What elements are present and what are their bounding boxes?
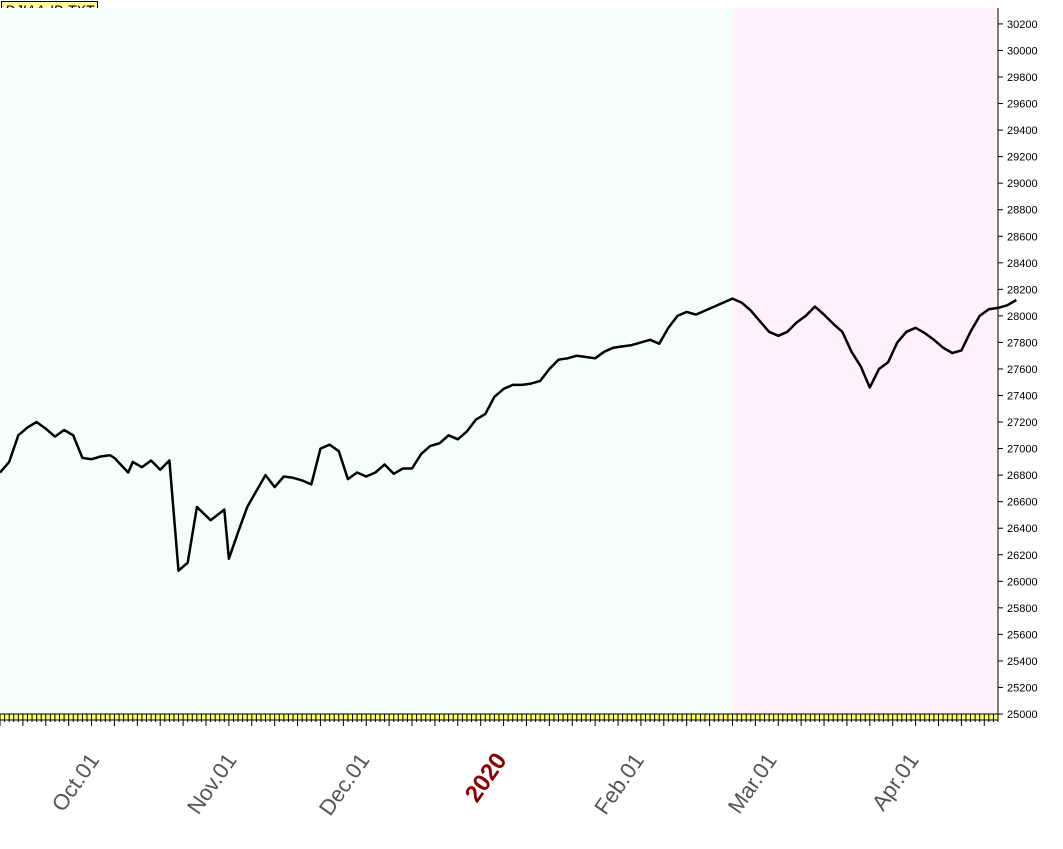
x-tick-label: 2020 — [460, 748, 513, 807]
y-tick-label: 25400 — [1007, 656, 1038, 668]
y-tick-label: 26200 — [1007, 550, 1038, 562]
y-tick-label: 29800 — [1007, 72, 1038, 84]
y-tick-label: 29000 — [1007, 178, 1038, 190]
y-tick-label: 26600 — [1007, 497, 1038, 509]
y-tick-label: 28800 — [1007, 205, 1038, 217]
y-tick-label: 27000 — [1007, 444, 1038, 456]
x-tick-label: Apr.01 — [867, 749, 924, 815]
y-tick-label: 27400 — [1007, 391, 1038, 403]
y-tick-label: 27800 — [1007, 337, 1038, 349]
y-tick-label: 29600 — [1007, 99, 1038, 111]
x-tick-label: Oct.01 — [47, 749, 105, 816]
y-tick-label: 25000 — [1007, 709, 1038, 721]
y-tick-label: 28200 — [1007, 284, 1038, 296]
y-tick-label: 28000 — [1007, 311, 1038, 323]
x-tick-label: Mar.01 — [723, 749, 782, 818]
y-tick-label: 28400 — [1007, 258, 1038, 270]
projection-background — [732, 8, 998, 714]
y-tick-label: 25800 — [1007, 603, 1038, 615]
y-tick-label: 26400 — [1007, 523, 1038, 535]
y-tick-label: 25200 — [1007, 682, 1038, 694]
y-tick-label: 29200 — [1007, 152, 1038, 164]
y-tick-label: 27600 — [1007, 364, 1038, 376]
y-tick-label: 27200 — [1007, 417, 1038, 429]
y-tick-label: 30000 — [1007, 45, 1038, 57]
y-tick-label: 25600 — [1007, 629, 1038, 641]
y-tick-label: 26800 — [1007, 470, 1038, 482]
y-tick-label: 29400 — [1007, 125, 1038, 137]
x-tick-label: Dec.01 — [314, 749, 374, 820]
x-tick-label: Nov.01 — [182, 749, 242, 819]
y-tick-label: 26000 — [1007, 576, 1038, 588]
y-tick-label: 30200 — [1007, 19, 1038, 31]
y-tick-label: 28600 — [1007, 231, 1038, 243]
series-line-0 — [0, 297, 1017, 572]
x-tick-label: Feb.01 — [589, 749, 649, 819]
history-background — [0, 8, 733, 714]
